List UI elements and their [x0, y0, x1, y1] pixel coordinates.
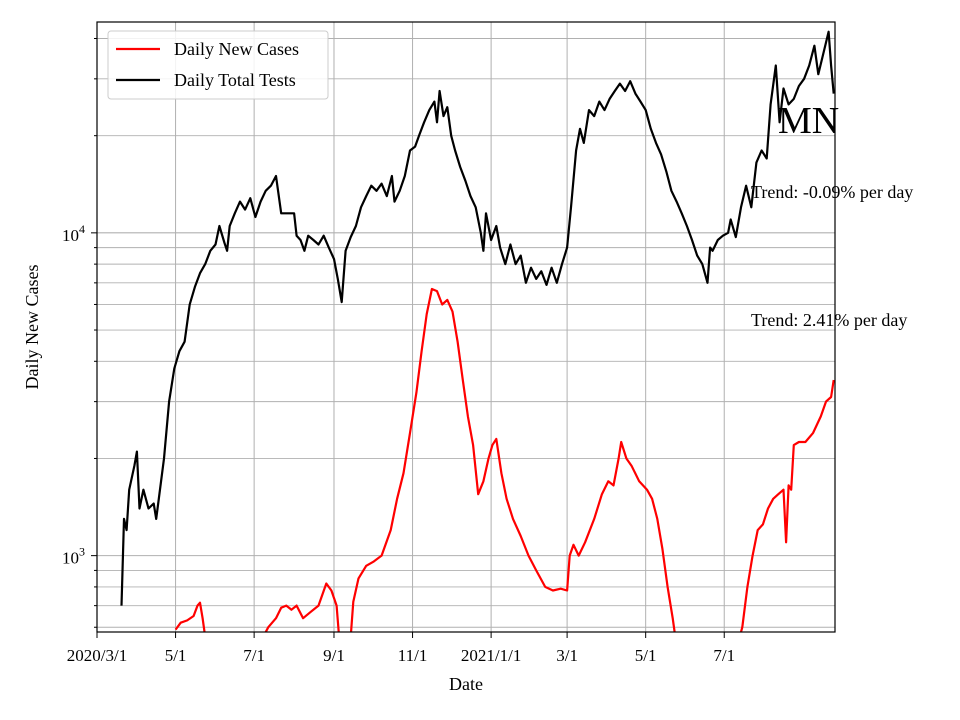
- legend-box: [107, 30, 329, 100]
- series-layer: [120, 30, 835, 632]
- x-tick-label: 7/1: [243, 646, 265, 665]
- x-tick-label: 7/1: [713, 646, 735, 665]
- state-label: MN: [778, 100, 839, 142]
- y-tick-label: 104: [62, 222, 85, 245]
- y-axis-label: Daily New Cases: [22, 265, 42, 390]
- x-axis-label: Date: [449, 674, 483, 694]
- legend: Daily New Cases Daily Total Tests: [107, 30, 329, 100]
- legend-label-new-cases: Daily New Cases: [174, 39, 299, 59]
- x-tick-label: 2020/3/1: [67, 646, 127, 665]
- x-tick-label: 2021/1/1: [461, 646, 521, 665]
- grid-lines: [96, 22, 835, 632]
- x-tick-label: 9/1: [323, 646, 345, 665]
- x-tick-label: 3/1: [556, 646, 578, 665]
- series-line-new-cases: [174, 287, 835, 632]
- x-tick-label: 5/1: [165, 646, 187, 665]
- cases-trend-annotation: Trend: 2.41% per day: [751, 310, 907, 330]
- y-tick-label: 103: [62, 545, 85, 568]
- x-tick-label: 11/1: [398, 646, 428, 665]
- legend-label-total-tests: Daily Total Tests: [174, 70, 296, 90]
- axis-ticks: 2020/3/1 5/1 7/1 9/1 11/1 2021/1/1 3/1 5/1 7/1 10…: [62, 38, 735, 665]
- tests-trend-annotation: Trend: -0.09% per day: [751, 182, 913, 202]
- series-line-total-tests: [120, 30, 835, 606]
- x-tick-label: 5/1: [635, 646, 657, 665]
- plot-frame: [96, 21, 836, 633]
